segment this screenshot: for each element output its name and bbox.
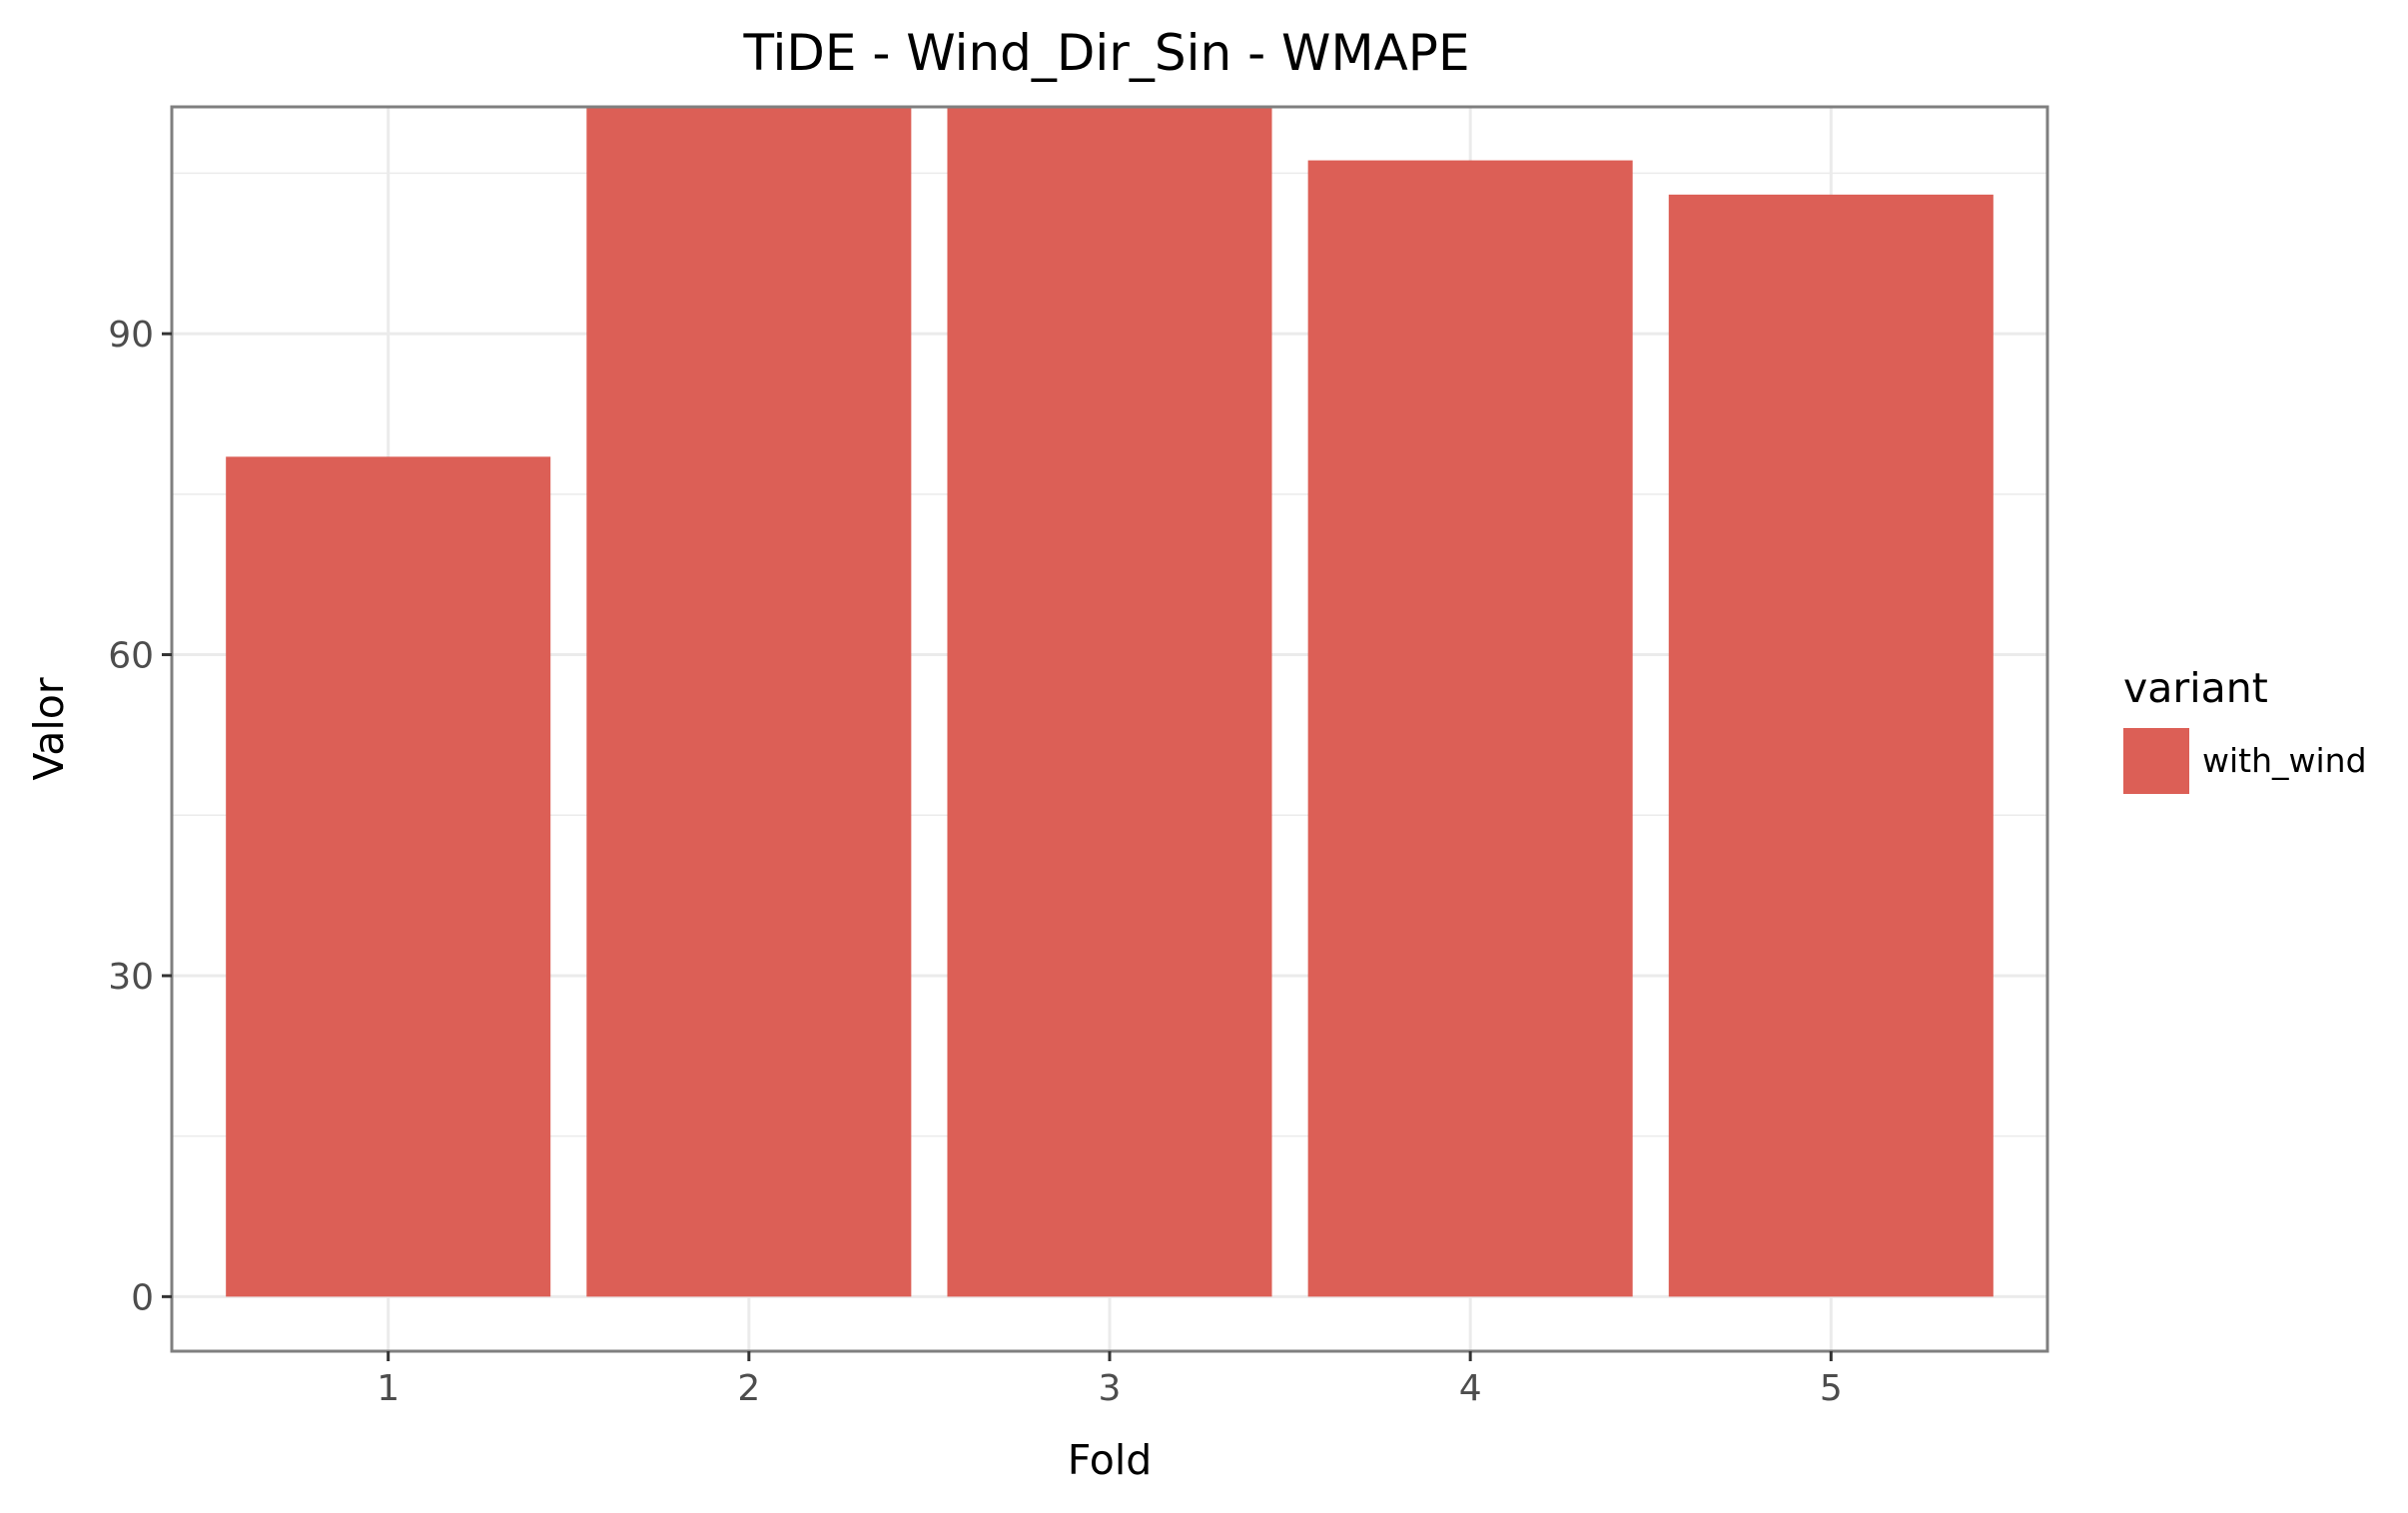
y-tick-label: 0 (131, 1277, 154, 1318)
y-axis: 0 30 60 90 (108, 315, 172, 1318)
x-axis: 1 2 3 4 5 (377, 1351, 1843, 1409)
y-tick-label: 30 (108, 957, 154, 998)
x-tick-label: 3 (1099, 1368, 1122, 1409)
x-tick-label: 4 (1459, 1368, 1482, 1409)
bar-fold-3 (947, 107, 1272, 1297)
x-tick-label: 5 (1820, 1368, 1843, 1409)
legend: variant with_wind (2123, 664, 2367, 794)
x-tick-label: 2 (737, 1368, 760, 1409)
y-tick-label: 90 (108, 315, 154, 356)
chart-title: TiDE - Wind_Dir_Sin - WMAPE (742, 24, 1469, 82)
legend-title: variant (2123, 664, 2268, 712)
x-tick-label: 1 (377, 1368, 400, 1409)
y-axis-title: Valor (25, 677, 73, 780)
bar-fold-4 (1307, 160, 1633, 1297)
bar-fold-2 (586, 107, 912, 1297)
legend-label-with-wind: with_wind (2202, 741, 2367, 780)
bar-fold-5 (1668, 194, 1994, 1297)
legend-key-with-wind (2123, 728, 2189, 794)
plot-panel (170, 105, 2049, 1353)
bars (226, 107, 1994, 1297)
x-axis-title: Fold (1068, 1436, 1153, 1484)
bar-fold-1 (226, 456, 551, 1297)
y-tick-label: 60 (108, 636, 154, 677)
